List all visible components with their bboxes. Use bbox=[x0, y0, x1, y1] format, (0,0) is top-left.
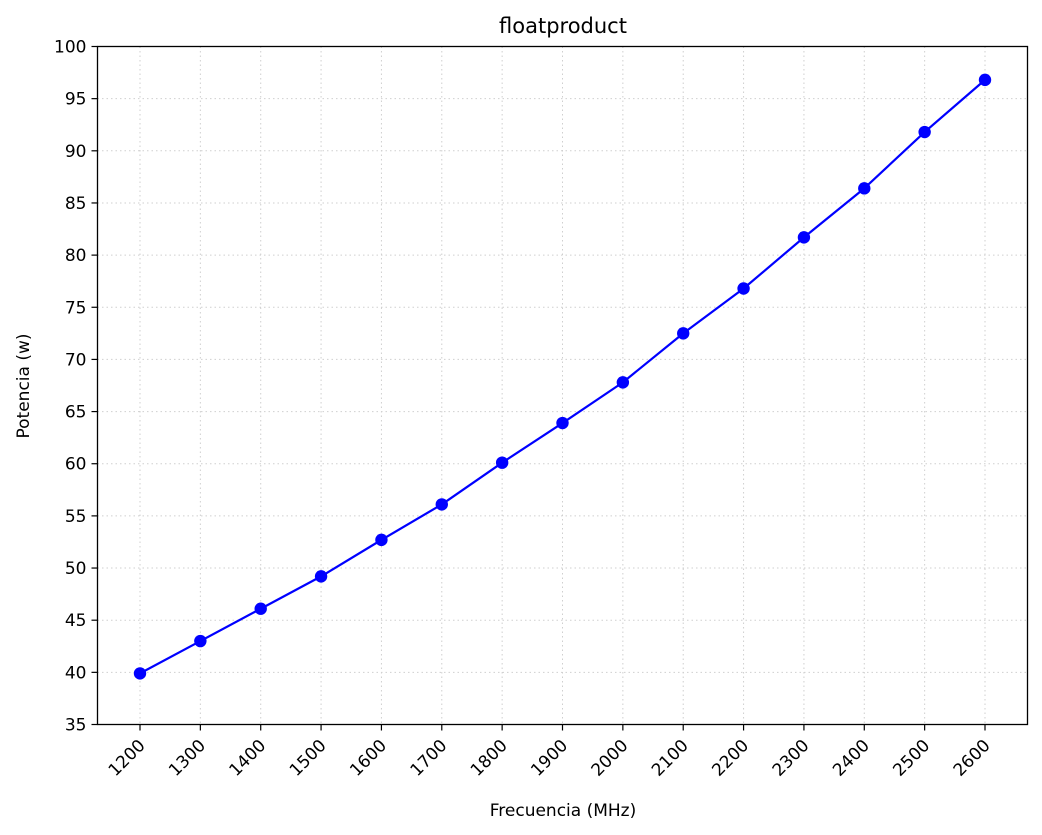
x-tick-label: 2300 bbox=[769, 736, 814, 781]
data-point bbox=[375, 533, 388, 547]
data-point bbox=[918, 125, 931, 139]
x-tick-label: 1700 bbox=[407, 736, 452, 781]
y-tick-label: 60 bbox=[65, 455, 87, 475]
chart-title: floatproduct bbox=[499, 14, 627, 38]
y-tick-label: 95 bbox=[65, 90, 87, 110]
x-axis: 1200 1300 1400 1500 1600 1700 1800 1900 2000 2100… bbox=[105, 724, 995, 781]
y-tick-label: 80 bbox=[65, 246, 87, 266]
x-axis-label: Frecuencia (MHz) bbox=[490, 801, 637, 821]
x-tick-label: 2100 bbox=[648, 736, 693, 781]
x-tick-label: 1400 bbox=[226, 736, 271, 781]
y-tick-label: 90 bbox=[65, 142, 87, 162]
x-tick-label: 1600 bbox=[346, 736, 391, 781]
y-tick-label: 40 bbox=[65, 663, 87, 683]
x-tick-label: 2200 bbox=[708, 736, 753, 781]
x-tick-label: 1900 bbox=[527, 736, 572, 781]
x-tick-label: 2400 bbox=[829, 736, 874, 781]
x-tick-label: 1300 bbox=[165, 736, 210, 781]
data-point bbox=[737, 282, 750, 295]
data-point bbox=[677, 327, 690, 340]
data-point bbox=[435, 498, 448, 511]
x-tick-label: 2600 bbox=[950, 736, 995, 781]
y-tick-label: 100 bbox=[54, 38, 86, 58]
y-tick-label: 65 bbox=[65, 403, 87, 423]
x-tick-label: 1800 bbox=[467, 736, 512, 781]
y-tick-label: 75 bbox=[65, 298, 87, 318]
data-point bbox=[194, 634, 207, 648]
y-tick-label: 50 bbox=[65, 559, 87, 579]
grid bbox=[97, 46, 1028, 725]
y-axis-label: Potencia (w) bbox=[14, 333, 34, 438]
data-point bbox=[978, 73, 992, 87]
x-tick-label: 1200 bbox=[105, 736, 150, 781]
data-point bbox=[314, 570, 328, 583]
x-tick-label: 2000 bbox=[588, 736, 633, 781]
data-point bbox=[797, 231, 811, 244]
data-point bbox=[133, 667, 147, 680]
y-tick-label: 55 bbox=[65, 507, 87, 527]
y-axis: 35 40 45 50 55 60 65 70 75 80 85 90 95 100 bbox=[54, 38, 98, 736]
data-point bbox=[254, 602, 267, 615]
x-tick-label: 1500 bbox=[286, 736, 331, 781]
y-tick-label: 70 bbox=[65, 350, 87, 370]
y-tick-label: 45 bbox=[65, 611, 87, 631]
y-tick-label: 85 bbox=[65, 194, 87, 214]
data-point bbox=[556, 416, 569, 430]
data-series bbox=[133, 73, 992, 680]
x-tick-label: 2500 bbox=[889, 736, 934, 781]
data-point bbox=[495, 456, 509, 469]
data-point bbox=[858, 182, 871, 195]
data-point bbox=[616, 376, 630, 389]
y-tick-label: 35 bbox=[65, 716, 87, 736]
